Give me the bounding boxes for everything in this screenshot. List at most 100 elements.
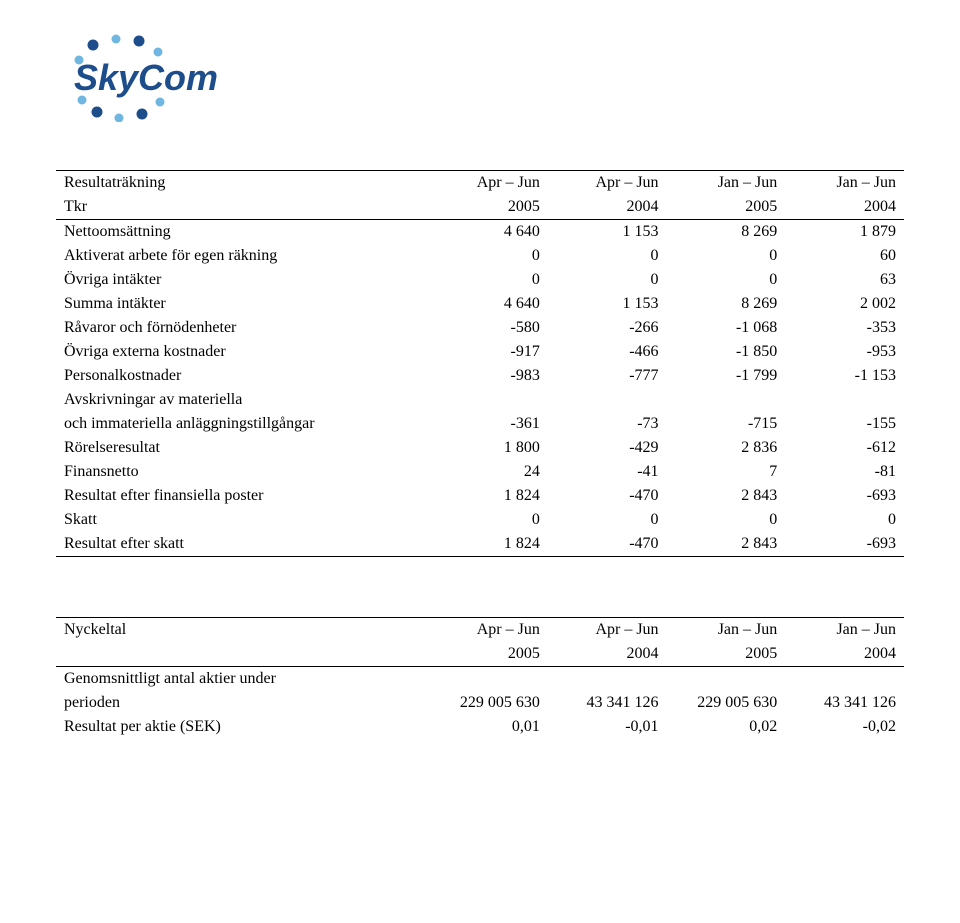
table1-period-2: Jan – Jun xyxy=(667,171,786,196)
row-value xyxy=(548,667,667,692)
logo-text: SkyCom xyxy=(74,57,218,98)
row-value: -777 xyxy=(548,364,667,388)
table2-year-0: 2005 xyxy=(429,642,548,667)
table2-period-2: Jan – Jun xyxy=(667,618,786,643)
row-value: 63 xyxy=(785,268,904,292)
table1-period-0: Apr – Jun xyxy=(429,171,548,196)
row-value: -353 xyxy=(785,316,904,340)
row-value: -953 xyxy=(785,340,904,364)
table2-year-3: 2004 xyxy=(785,642,904,667)
logo: SkyCom xyxy=(56,32,904,122)
row-value: -1 068 xyxy=(667,316,786,340)
row-value: 2 002 xyxy=(785,292,904,316)
table-row: Rörelseresultat1 800-4292 836-612 xyxy=(56,436,904,460)
table1-title: Resultaträkning xyxy=(56,171,429,196)
table1-period-1: Apr – Jun xyxy=(548,171,667,196)
row-value: 0 xyxy=(429,244,548,268)
row-value: -73 xyxy=(548,412,667,436)
row-value: 43 341 126 xyxy=(548,691,667,715)
row-value: -429 xyxy=(548,436,667,460)
row-value xyxy=(667,388,786,412)
row-value xyxy=(785,388,904,412)
table-row: Övriga intäkter00063 xyxy=(56,268,904,292)
row-value: 0 xyxy=(429,268,548,292)
row-label: Summa intäkter xyxy=(56,292,429,316)
row-value: 0,02 xyxy=(667,715,786,739)
table2-period-3: Jan – Jun xyxy=(785,618,904,643)
row-value: -470 xyxy=(548,484,667,508)
row-label: Genomsnittligt antal aktier under xyxy=(56,667,429,692)
row-value: 8 269 xyxy=(667,292,786,316)
table1-period-3: Jan – Jun xyxy=(785,171,904,196)
row-label: perioden xyxy=(56,691,429,715)
row-value xyxy=(667,667,786,692)
row-value: 0 xyxy=(429,508,548,532)
row-value: 1 153 xyxy=(548,292,667,316)
row-label: Nettoomsättning xyxy=(56,220,429,245)
table-row: Avskrivningar av materiella xyxy=(56,388,904,412)
row-value: -1 850 xyxy=(667,340,786,364)
row-value: -0,02 xyxy=(785,715,904,739)
row-value: 0 xyxy=(667,244,786,268)
row-value: 4 640 xyxy=(429,292,548,316)
row-value: 1 824 xyxy=(429,484,548,508)
row-value: 0 xyxy=(548,508,667,532)
row-value: 1 824 xyxy=(429,532,548,557)
row-value: -0,01 xyxy=(548,715,667,739)
table2-title: Nyckeltal xyxy=(56,618,429,643)
table2-header-row1: Nyckeltal Apr – Jun Apr – Jun Jan – Jun … xyxy=(56,618,904,643)
table-row: Resultat efter skatt1 824-4702 843-693 xyxy=(56,532,904,557)
row-value: 7 xyxy=(667,460,786,484)
row-value: 0 xyxy=(548,244,667,268)
row-value xyxy=(429,667,548,692)
row-value xyxy=(429,388,548,412)
row-label: Aktiverat arbete för egen räkning xyxy=(56,244,429,268)
table-row: Övriga externa kostnader-917-466-1 850-9… xyxy=(56,340,904,364)
skycom-logo-svg: SkyCom xyxy=(56,32,266,122)
row-label: Avskrivningar av materiella xyxy=(56,388,429,412)
row-label: Personalkostnader xyxy=(56,364,429,388)
table-row: perioden229 005 63043 341 126229 005 630… xyxy=(56,691,904,715)
table-row: Skatt0000 xyxy=(56,508,904,532)
nyckeltal-table: Nyckeltal Apr – Jun Apr – Jun Jan – Jun … xyxy=(56,617,904,739)
row-value: 0 xyxy=(667,508,786,532)
row-value: 2 843 xyxy=(667,484,786,508)
table-row: Aktiverat arbete för egen räkning00060 xyxy=(56,244,904,268)
row-label: Finansnetto xyxy=(56,460,429,484)
row-value: 24 xyxy=(429,460,548,484)
table-row: Nettoomsättning4 6401 1538 2691 879 xyxy=(56,220,904,245)
row-value: -983 xyxy=(429,364,548,388)
table1-year-2: 2005 xyxy=(667,195,786,220)
row-label: Övriga externa kostnader xyxy=(56,340,429,364)
row-value: -917 xyxy=(429,340,548,364)
row-value: 60 xyxy=(785,244,904,268)
row-label: Råvaror och förnödenheter xyxy=(56,316,429,340)
table1-header-row2: Tkr 2005 2004 2005 2004 xyxy=(56,195,904,220)
row-value: 43 341 126 xyxy=(785,691,904,715)
row-value: 2 843 xyxy=(667,532,786,557)
row-label: Resultat per aktie (SEK) xyxy=(56,715,429,739)
row-value: 2 836 xyxy=(667,436,786,460)
row-value: 1 153 xyxy=(548,220,667,245)
row-value: -41 xyxy=(548,460,667,484)
row-value: -470 xyxy=(548,532,667,557)
row-value: 0,01 xyxy=(429,715,548,739)
row-label: Övriga intäkter xyxy=(56,268,429,292)
row-value: 0 xyxy=(785,508,904,532)
table-row: Genomsnittligt antal aktier under xyxy=(56,667,904,692)
table-row: och immateriella anläggningstillgångar-3… xyxy=(56,412,904,436)
row-value: -693 xyxy=(785,484,904,508)
row-value: -1 799 xyxy=(667,364,786,388)
table1-header-row1: Resultaträkning Apr – Jun Apr – Jun Jan … xyxy=(56,171,904,196)
row-value: -81 xyxy=(785,460,904,484)
row-value: -155 xyxy=(785,412,904,436)
row-value: 4 640 xyxy=(429,220,548,245)
row-value xyxy=(785,667,904,692)
table2-header-row2: 2005 2004 2005 2004 xyxy=(56,642,904,667)
row-label: Rörelseresultat xyxy=(56,436,429,460)
row-value: -361 xyxy=(429,412,548,436)
row-value xyxy=(548,388,667,412)
row-value: -1 153 xyxy=(785,364,904,388)
table-row: Summa intäkter4 6401 1538 2692 002 xyxy=(56,292,904,316)
row-label: Resultat efter skatt xyxy=(56,532,429,557)
